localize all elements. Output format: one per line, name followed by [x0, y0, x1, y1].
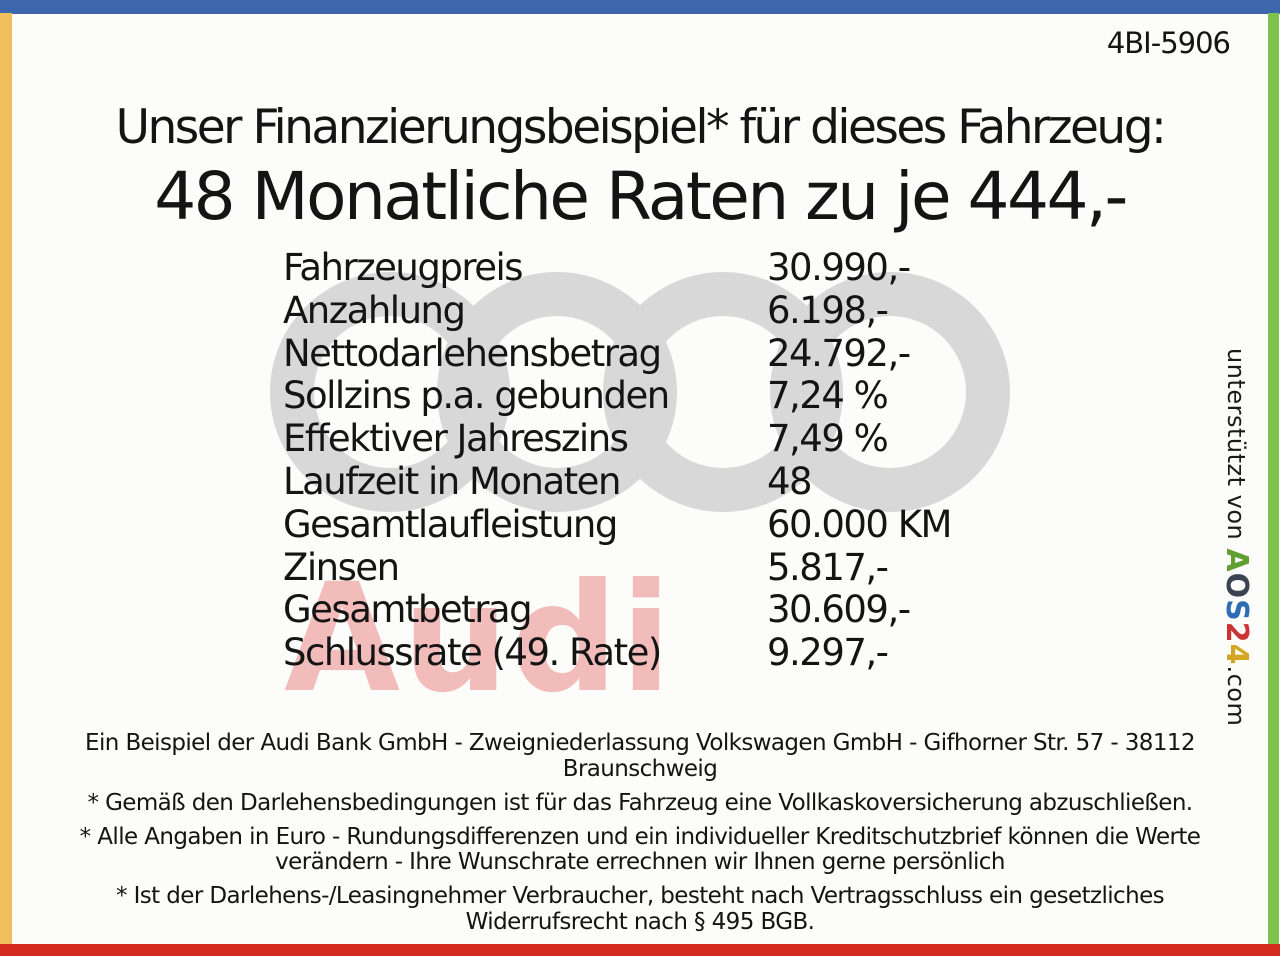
row-value: 30.609,-: [767, 588, 911, 632]
page-header: Unser Finanzierungsbeispiel* für dieses …: [0, 100, 1280, 235]
audi-wordmark-watermark: Audi: [284, 552, 674, 726]
table-row: Sollzins p.a. gebunden 7,24 %: [283, 375, 951, 418]
top-accent-bar: [0, 0, 1280, 14]
row-label: Laufzeit in Monaten: [283, 459, 621, 503]
row-value: 7,49 %: [767, 417, 889, 461]
financing-table: Fahrzeugpreis 30.990,- Anzahlung 6.198,-…: [283, 246, 952, 675]
table-row: Schlussrate (49. Rate) 9.297,-: [283, 631, 951, 675]
row-label: Gesamtbetrag: [283, 588, 533, 632]
row-value: 6.198,-: [767, 288, 889, 332]
row-label: Effektiver Jahreszins: [283, 417, 629, 461]
table-row: Gesamtlaufleistung 60.000 KM: [283, 502, 952, 547]
table-row: Nettodarlehensbetrag 24.792,-: [283, 331, 951, 376]
table-row: Laufzeit in Monaten 48: [283, 459, 951, 504]
aos24-logo-letter: 4: [1219, 643, 1254, 666]
row-label: Sollzins p.a. gebunden: [283, 374, 670, 418]
aos24-logo-letter: A: [1219, 548, 1254, 573]
row-label: Nettodarlehensbetrag: [283, 331, 662, 375]
footer-euro-note: * Alle Angaben in Euro - Rundungsdiffere…: [79, 823, 1201, 875]
row-label: Anzahlung: [283, 288, 466, 332]
row-value: 30.990,-: [767, 246, 911, 289]
row-label: Schlussrate (49. Rate): [283, 631, 662, 675]
page-title: Unser Finanzierungsbeispiel* für dieses …: [115, 100, 1167, 155]
row-value: 60.000 KM: [767, 502, 952, 546]
table-row: Zinsen 5.817,-: [283, 545, 951, 590]
left-accent-strip: [0, 13, 12, 944]
credit-suffix: .com: [1222, 665, 1250, 727]
audi-rings-watermark-icon: [270, 272, 1010, 512]
table-row: Effektiver Jahreszins 7,49 %: [283, 417, 951, 461]
page-subtitle-rate: 48 Monatliche Raten zu je 444,-: [154, 158, 1128, 235]
row-value: 24.792,-: [767, 331, 911, 375]
row-value: 5.817,-: [767, 545, 889, 589]
row-value: 7,24 %: [767, 374, 889, 418]
table-row: Gesamtbetrag 30.609,-: [283, 589, 951, 632]
row-label: Zinsen: [283, 545, 400, 589]
credit-prefix: unterstützt von: [1222, 348, 1250, 549]
table-row: Anzahlung 6.198,-: [283, 288, 951, 333]
row-value: 9.297,-: [767, 631, 889, 675]
row-value: 48: [767, 459, 813, 503]
right-accent-strip: [1268, 13, 1279, 944]
vehicle-ref-code: 4BI-5906: [1106, 26, 1231, 60]
table-row: Fahrzeugpreis 30.990,-: [283, 246, 951, 290]
row-label: Fahrzeugpreis: [283, 246, 524, 289]
supported-by-credit: unterstützt von AOS24.com: [1219, 348, 1254, 726]
footer-insurance-note: * Gemäß den Darlehensbedingungen ist für…: [87, 789, 1193, 816]
row-label: Gesamtlaufleistung: [283, 502, 618, 546]
aos24-logo-letter: S: [1219, 599, 1254, 622]
footer-bank-line: Ein Beispiel der Audi Bank GmbH - Zweign…: [85, 730, 1196, 782]
footer-withdrawal-note: * Ist der Darlehens-/Leasingnehmer Verbr…: [115, 883, 1165, 935]
bottom-accent-bar: [0, 944, 1280, 956]
aos24-logo-letter: O: [1219, 572, 1254, 600]
aos24-logo-letter: 2: [1219, 621, 1254, 644]
legal-footer: Ein Beispiel der Audi Bank GmbH - Zweign…: [70, 730, 1210, 944]
